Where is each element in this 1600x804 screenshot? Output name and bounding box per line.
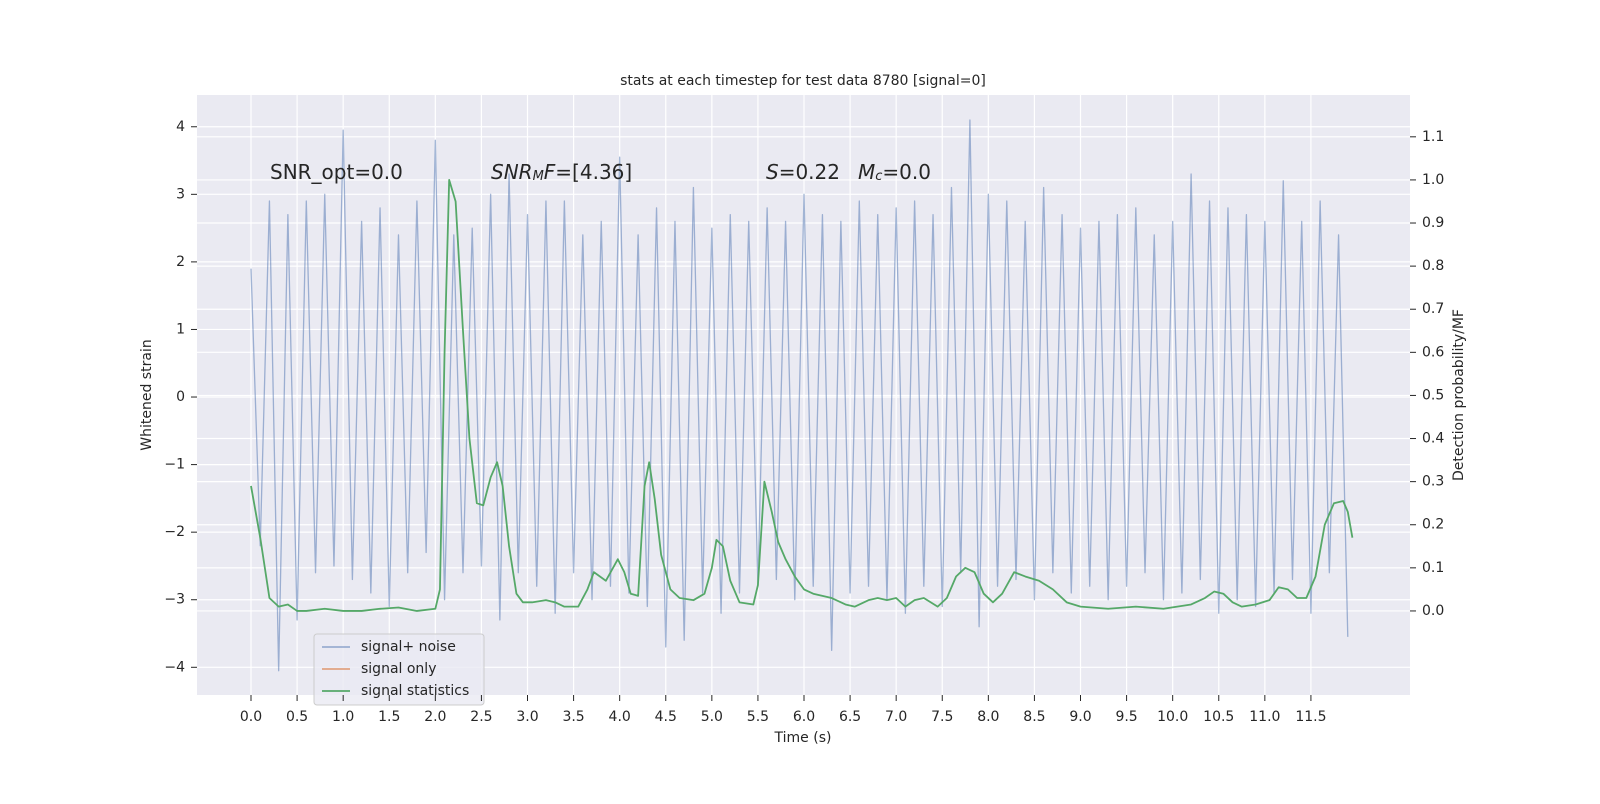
y-axis-label: Whitened strain bbox=[139, 339, 155, 450]
series-line bbox=[250, 179, 1354, 612]
y-tick-label: 2 bbox=[176, 254, 185, 270]
y2-tick-label: 0.7 bbox=[1422, 301, 1444, 317]
annotation-part: SNR bbox=[491, 160, 533, 184]
annotation-part: SNR_opt=0.0 bbox=[270, 160, 403, 184]
legend-label: signal+ noise bbox=[361, 639, 456, 655]
y-tick-label: −1 bbox=[164, 457, 185, 473]
annotation: SNR_opt=0.0 bbox=[270, 160, 403, 184]
x-tick-label: 9.5 bbox=[1115, 709, 1137, 725]
y2-tick-label: 1.0 bbox=[1422, 172, 1444, 188]
y-tick-label: 4 bbox=[176, 119, 185, 135]
x-tick-label: 6.0 bbox=[793, 709, 815, 725]
annotation: Mc=0.0 bbox=[858, 160, 931, 184]
annotation-part: c bbox=[875, 169, 882, 184]
x-tick-label: 10.5 bbox=[1203, 709, 1234, 725]
y-tick-label: −4 bbox=[164, 659, 185, 675]
x-tick-label: 3.0 bbox=[516, 709, 538, 725]
x-tick-label: 11.5 bbox=[1295, 709, 1326, 725]
x-tick-label: 1.5 bbox=[378, 709, 400, 725]
x-tick-label: 3.5 bbox=[562, 709, 584, 725]
x-tick-label: 7.0 bbox=[885, 709, 907, 725]
x-tick-label: 5.0 bbox=[701, 709, 723, 725]
y2-tick-label: 1.1 bbox=[1422, 129, 1444, 145]
y2-tick-label: 0.9 bbox=[1422, 215, 1444, 231]
annotation-part: =0.0 bbox=[882, 160, 931, 184]
annotation-part: =[4.36] bbox=[555, 160, 632, 184]
x-tick-label: 0.0 bbox=[240, 709, 262, 725]
y-tick-label: 1 bbox=[176, 321, 185, 337]
annotations: SNR_opt=0.0 SNRMF=[4.36] S=0.22 Mc=0.0 bbox=[270, 160, 931, 184]
y2-tick-label: 0.6 bbox=[1422, 344, 1444, 360]
x-tick-label: 8.0 bbox=[977, 709, 999, 725]
y2-tick-label: 0.8 bbox=[1422, 258, 1444, 274]
chart-title: stats at each timestep for test data 878… bbox=[620, 73, 986, 89]
x-tick-label: 8.5 bbox=[1023, 709, 1045, 725]
x-tick-label: 9.0 bbox=[1069, 709, 1091, 725]
annotation-part: F bbox=[544, 160, 556, 184]
y2-tick-label: 0.3 bbox=[1422, 474, 1444, 490]
legend-label: signal only bbox=[361, 661, 436, 677]
x-axis-label: Time (s) bbox=[774, 730, 832, 746]
x-tick-label: 2.0 bbox=[424, 709, 446, 725]
y-tick-label: −3 bbox=[164, 592, 185, 608]
axes: 0.0 0.5 1.0 1.5 2.0 2.5 3.0 3.5 4.0 4.5 5.0 5.5 6.0 6… bbox=[164, 119, 1444, 725]
y2-tick-label: 0.5 bbox=[1422, 387, 1444, 403]
x-tick-label: 5.5 bbox=[747, 709, 769, 725]
annotation-part: M bbox=[533, 169, 544, 184]
x-tick-label: 11.0 bbox=[1249, 709, 1280, 725]
legend-label: signal statistics bbox=[361, 683, 469, 699]
annotation-part: =0.22 bbox=[779, 160, 840, 184]
x-tick-label: 4.0 bbox=[609, 709, 631, 725]
annotation: SNRMF=[4.36] bbox=[491, 160, 632, 184]
y2-tick-label: 0.2 bbox=[1422, 517, 1444, 533]
annotation-part: S bbox=[766, 160, 779, 184]
plot-lines bbox=[250, 119, 1354, 672]
y-tick-label: 3 bbox=[176, 186, 185, 202]
legend: signal+ noise signal only signal statistic… bbox=[313, 633, 485, 706]
annotation-part: M bbox=[858, 160, 875, 184]
legend-box bbox=[313, 633, 485, 706]
x-tick-label: 4.5 bbox=[655, 709, 677, 725]
x-tick-label: 1.0 bbox=[332, 709, 354, 725]
x-tick-label: 6.5 bbox=[839, 709, 861, 725]
y2-tick-label: 0.1 bbox=[1422, 560, 1444, 576]
x-tick-label: 0.5 bbox=[286, 709, 308, 725]
y-tick-label: −2 bbox=[164, 524, 185, 540]
y2-axis-label: Detection probability/MF bbox=[1451, 309, 1467, 481]
annotation: S=0.22 bbox=[766, 160, 840, 184]
series-line bbox=[250, 119, 1349, 672]
x-tick-label: 7.5 bbox=[931, 709, 953, 725]
y2-tick-label: 0.4 bbox=[1422, 431, 1444, 447]
x-tick-label: 10.0 bbox=[1157, 709, 1188, 725]
y-tick-label: 0 bbox=[176, 389, 185, 405]
x-tick-label: 2.5 bbox=[470, 709, 492, 725]
y2-tick-label: 0.0 bbox=[1422, 603, 1444, 619]
